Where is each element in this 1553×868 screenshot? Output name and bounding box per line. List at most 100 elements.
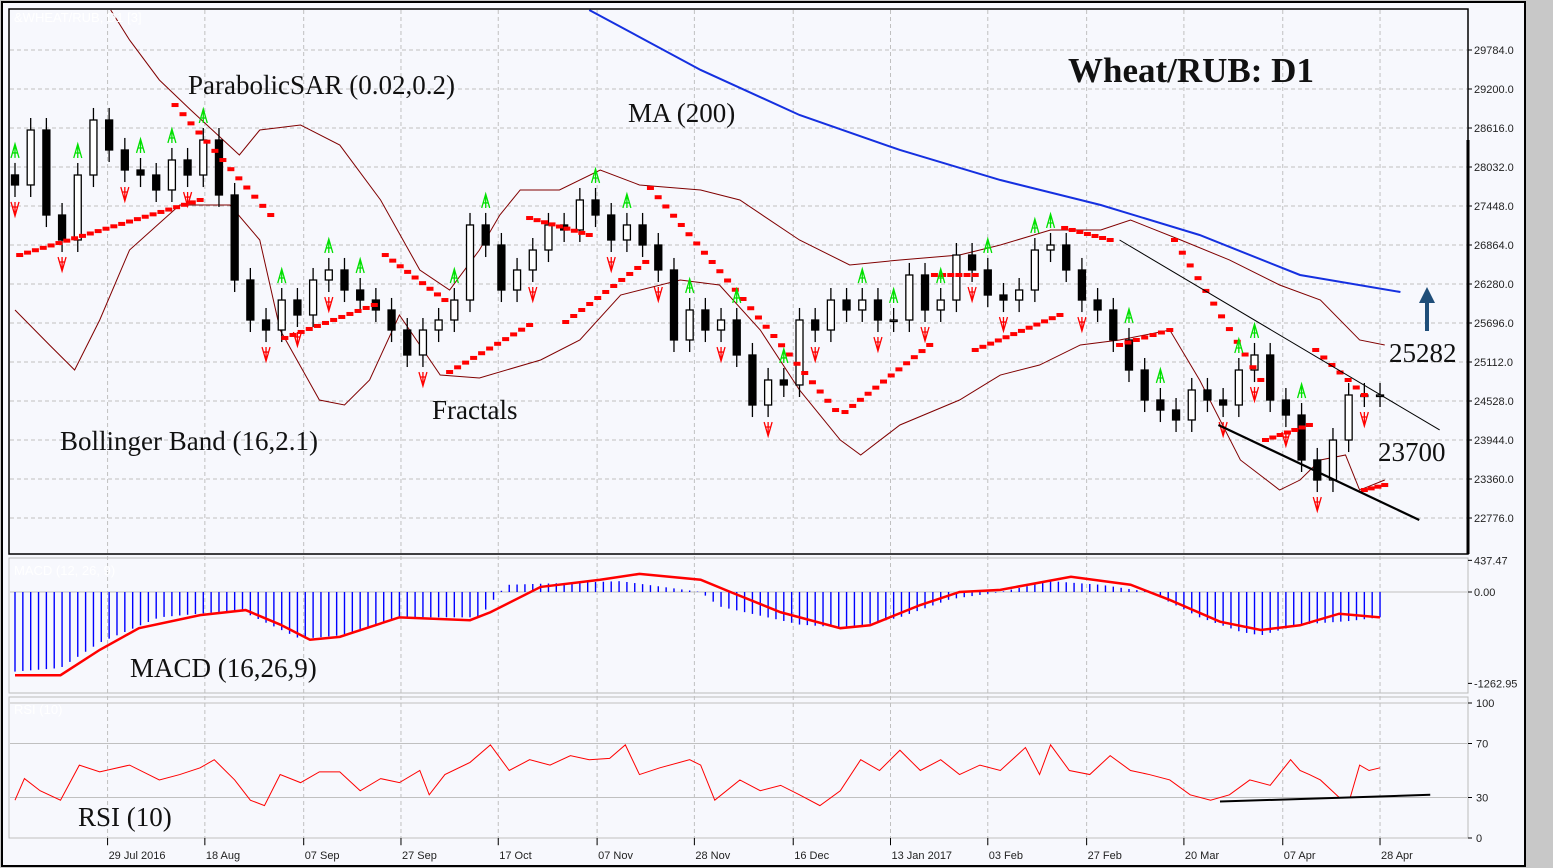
sar-dot	[39, 245, 47, 250]
candle	[277, 288, 286, 343]
sar-dot	[78, 233, 86, 238]
candle	[1250, 342, 1259, 383]
time-tick-label: 27 Sep	[402, 850, 437, 862]
candle	[1124, 327, 1134, 383]
sar-dot	[419, 281, 427, 286]
candle-body	[811, 319, 820, 331]
sar-dot	[731, 287, 739, 292]
ma-annotation: MA (200)	[628, 98, 735, 128]
fractal-up-icon	[983, 236, 993, 254]
fractal-down-icon	[1249, 386, 1260, 404]
sar-dot	[1099, 235, 1107, 240]
sar-dot	[211, 148, 219, 153]
candle-body	[120, 149, 129, 171]
candle-body	[512, 269, 522, 291]
sar-dot	[555, 224, 563, 229]
sar-dot	[1218, 314, 1226, 319]
candle	[999, 283, 1008, 313]
sar-dot	[1048, 316, 1056, 321]
rsi-annotation: RSI (10)	[78, 802, 172, 832]
sar-dot	[411, 275, 419, 280]
candle-body	[638, 224, 647, 246]
sar-dot	[971, 347, 979, 352]
candle	[199, 128, 208, 188]
candle-body	[1015, 289, 1024, 301]
candle	[1062, 232, 1071, 283]
sar-dot	[289, 332, 297, 337]
candle	[214, 128, 224, 208]
sar-dot	[585, 232, 593, 237]
sar-dot	[251, 194, 259, 199]
fractal-down-icon	[120, 186, 130, 204]
sar-dot	[562, 320, 570, 325]
fractal-up-icon	[1124, 306, 1134, 324]
sar-dot	[618, 277, 626, 282]
sar-dot	[510, 332, 518, 337]
candle-body	[26, 129, 35, 186]
candle-body	[277, 299, 286, 331]
candle	[842, 288, 851, 323]
rsi-tick-label: 70	[1476, 739, 1488, 751]
candle	[779, 367, 788, 398]
sar-dot	[747, 306, 755, 311]
sar-dot	[526, 323, 534, 328]
sar-dot	[1056, 312, 1064, 317]
candle	[387, 297, 396, 343]
sar-dot	[926, 342, 934, 347]
sar-dot	[987, 341, 995, 346]
sar-dot	[872, 385, 880, 390]
candle-body	[293, 299, 302, 316]
sar-dot	[157, 209, 165, 214]
candle-body	[654, 244, 663, 271]
sar-dot	[281, 335, 289, 340]
candle-body	[748, 354, 757, 406]
candle-body	[403, 329, 412, 356]
sar-dot	[441, 298, 449, 303]
sar-dot	[526, 216, 534, 221]
axes: 29784.0 29200.0 28616.0 28032.0 27448.0 26864…	[107, 45, 1517, 862]
sar-dot	[94, 229, 102, 234]
fractal-down-icon	[528, 286, 538, 304]
price-tick-label: 27448.0	[1474, 201, 1514, 213]
sar-dot	[801, 371, 809, 376]
fractal-up-icon	[1234, 336, 1244, 354]
candle	[167, 147, 177, 202]
candle	[920, 262, 930, 323]
fractal-down-icon	[653, 286, 663, 304]
candle	[340, 257, 349, 303]
sar-dot	[685, 232, 693, 237]
fractal-up-icon	[167, 126, 177, 144]
sar-dot	[1194, 276, 1202, 281]
sar-dot	[724, 278, 732, 283]
candle-body	[858, 299, 867, 311]
sar-dot	[654, 195, 662, 200]
sar-dot	[971, 272, 979, 277]
sar-dot	[71, 236, 79, 241]
candle	[42, 117, 51, 228]
sar-dot	[700, 250, 708, 255]
sar-dot	[824, 398, 832, 403]
price-tick-label: 26280.0	[1474, 279, 1514, 291]
fractal-down-icon	[998, 316, 1009, 334]
candle-body	[1281, 399, 1291, 416]
candle-body	[450, 299, 459, 321]
time-tick-label: 16 Dec	[794, 850, 829, 862]
time-tick-label: 27 Feb	[1088, 850, 1122, 862]
price-tick-label: 28032.0	[1474, 162, 1514, 174]
sar-dot	[494, 341, 502, 346]
sar-dot	[1257, 377, 1265, 382]
candle	[811, 307, 820, 343]
price-trendline	[1119, 239, 1440, 431]
sar-dot	[389, 258, 397, 263]
candle-body	[1140, 369, 1149, 401]
candle	[905, 262, 914, 333]
candle	[1093, 288, 1102, 323]
sar-dot	[1312, 347, 1320, 352]
macd-tick-label: -1262.95	[1474, 678, 1517, 690]
fractal-up-icon	[355, 256, 365, 274]
fractal-up-icon	[936, 266, 946, 284]
sar-dot	[126, 219, 134, 224]
candle-body	[418, 329, 428, 356]
sar-dot	[563, 226, 571, 231]
sar-dot	[1241, 352, 1249, 357]
